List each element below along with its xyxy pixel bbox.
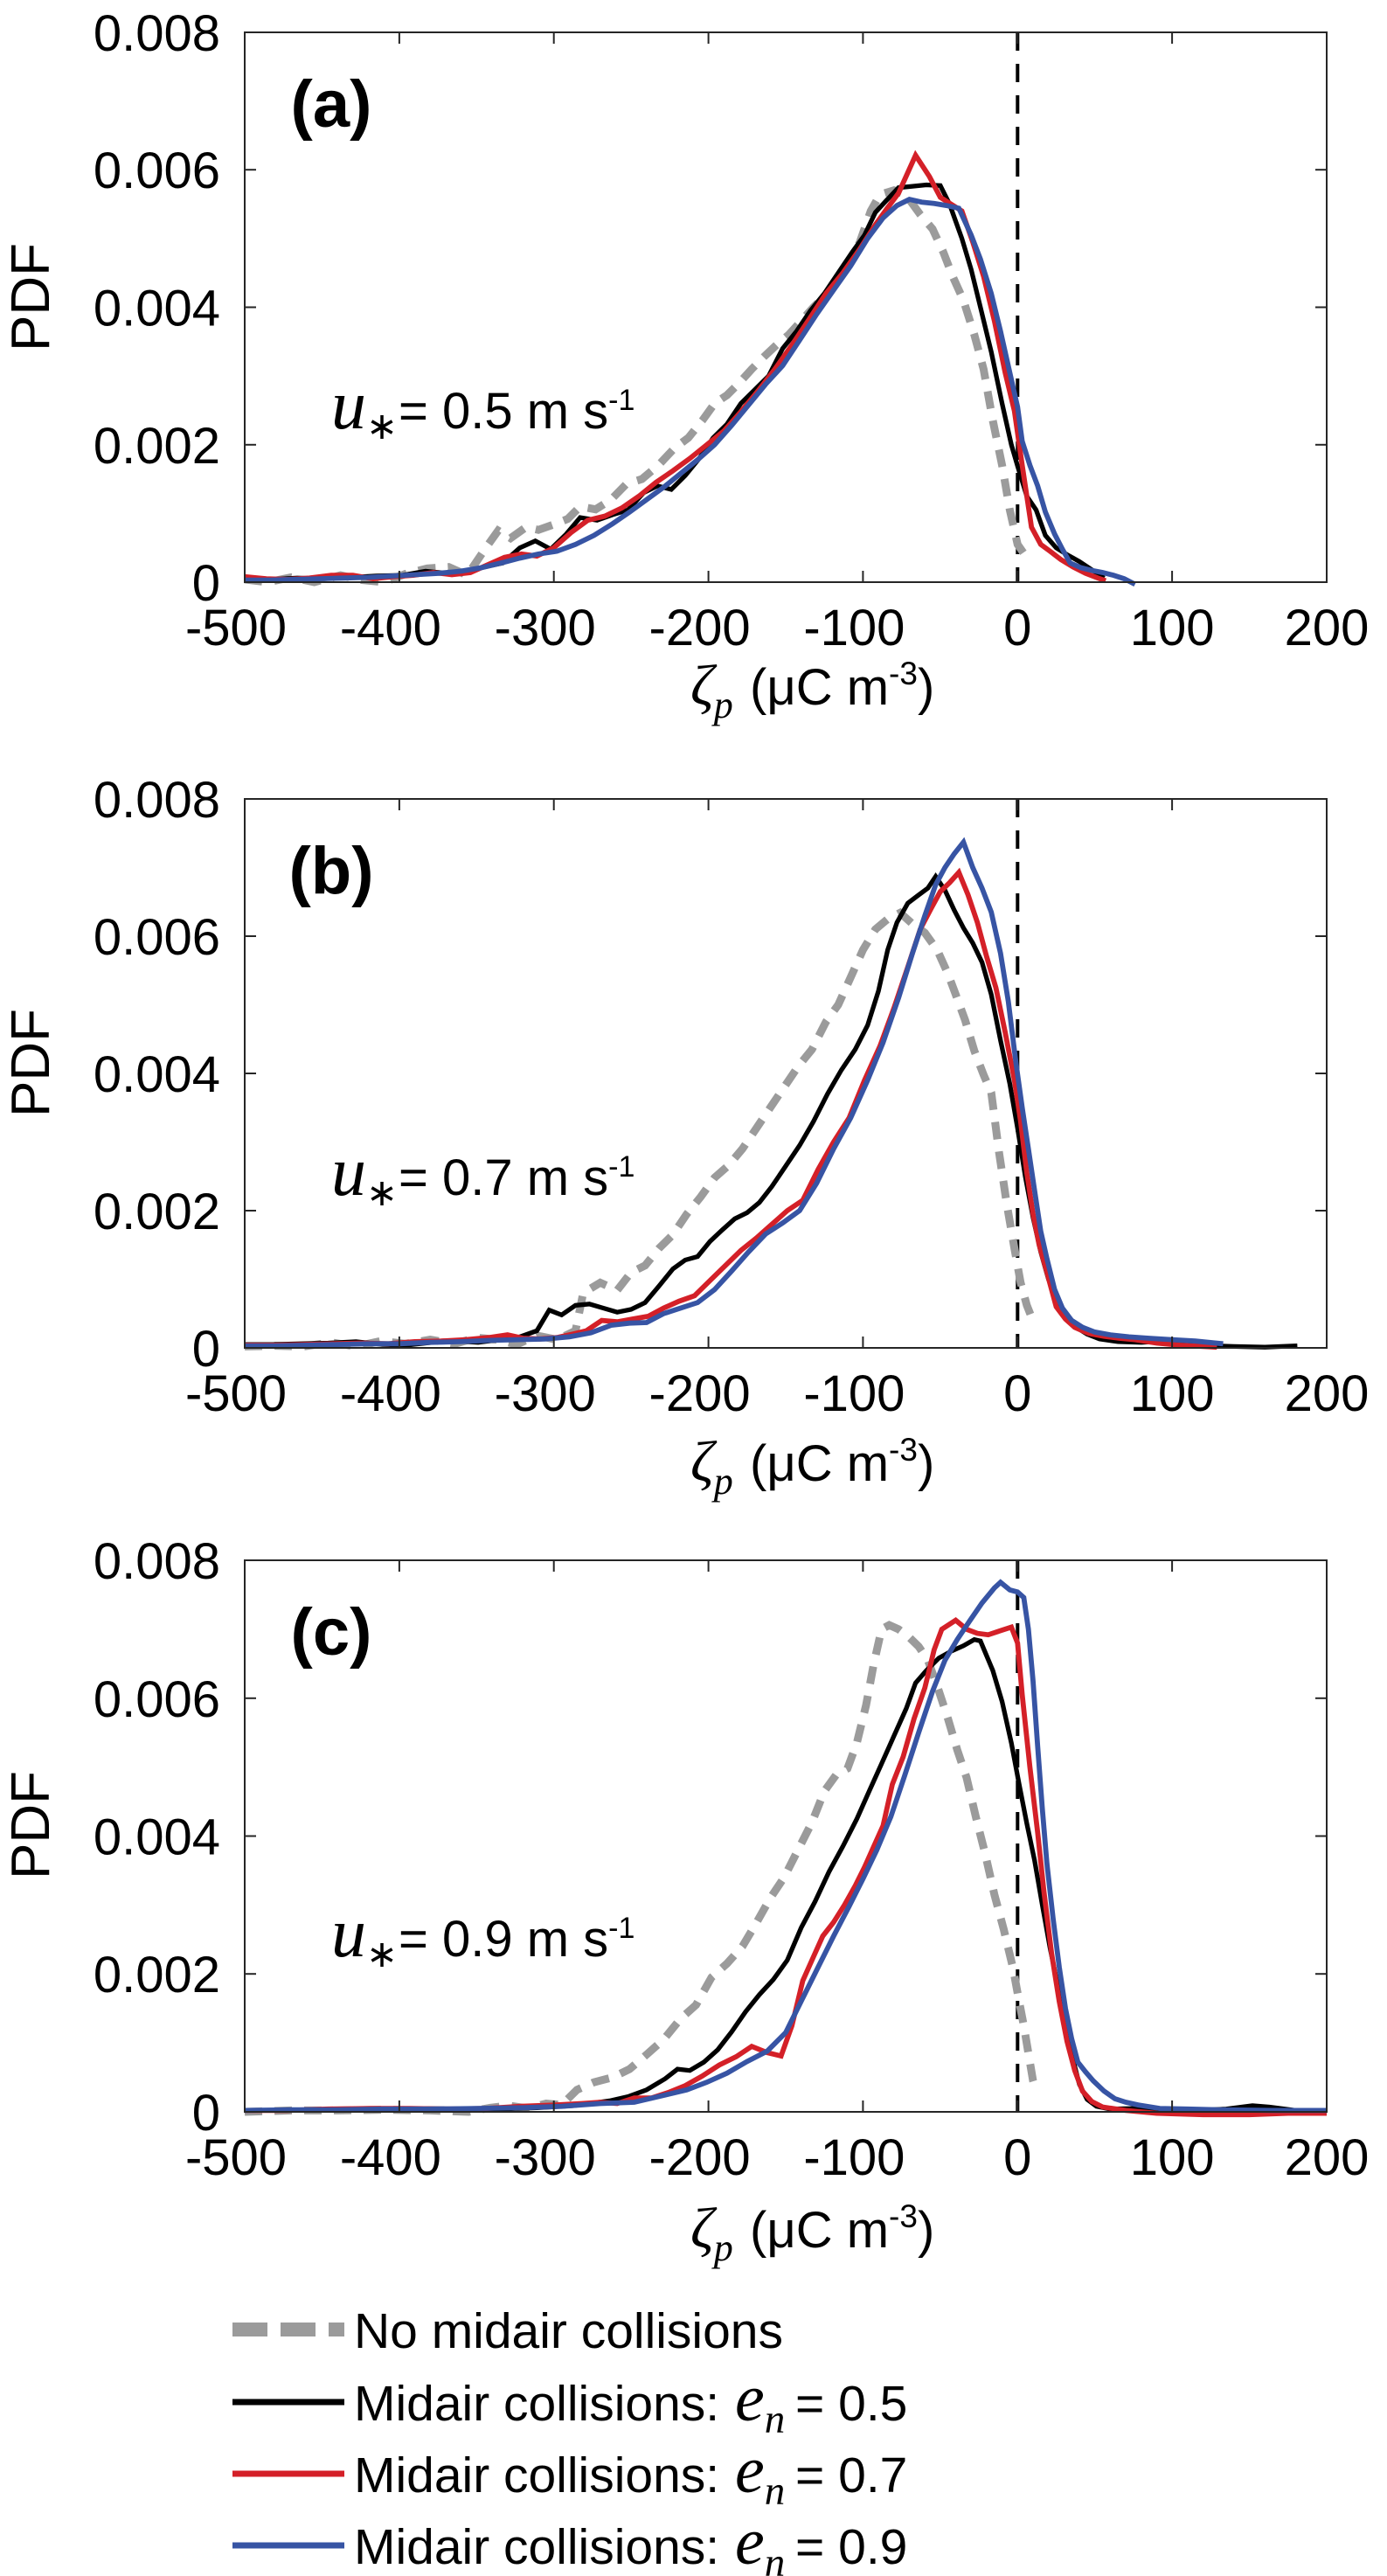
svg-text:(c): (c) — [291, 1595, 372, 1670]
svg-text:0.004: 0.004 — [94, 1809, 220, 1866]
svg-text:200: 200 — [1285, 1365, 1370, 1422]
svg-text:0.006: 0.006 — [94, 1671, 220, 1728]
svg-text:-300: -300 — [495, 600, 596, 656]
svg-text:0: 0 — [192, 555, 220, 612]
svg-text:0: 0 — [1003, 2129, 1031, 2186]
svg-text:0: 0 — [192, 2085, 220, 2142]
svg-text:(μC m-3): (μC m-3) — [750, 2198, 934, 2259]
svg-text:No midair collisions: No midair collisions — [354, 2303, 783, 2359]
svg-text:-400: -400 — [340, 1365, 441, 1422]
svg-text:= 0.7 m s-1: = 0.7 m s-1 — [399, 1149, 635, 1206]
svg-text:0.006: 0.006 — [94, 909, 220, 966]
svg-text:0: 0 — [192, 1321, 220, 1378]
svg-text:= 0.5: = 0.5 — [795, 2376, 907, 2432]
svg-text:PDF: PDF — [1, 243, 61, 351]
svg-text:0.002: 0.002 — [94, 418, 220, 475]
svg-text:100: 100 — [1130, 600, 1215, 656]
svg-text:0.008: 0.008 — [94, 5, 220, 62]
svg-text:0: 0 — [1003, 1365, 1031, 1422]
svg-text:-100: -100 — [803, 1365, 905, 1422]
svg-text:-200: -200 — [649, 600, 751, 656]
svg-text:200: 200 — [1285, 600, 1370, 656]
svg-text:-300: -300 — [495, 1365, 596, 1422]
svg-text:(a): (a) — [291, 67, 372, 142]
svg-text:100: 100 — [1130, 1365, 1215, 1422]
svg-text:0.004: 0.004 — [94, 281, 220, 337]
svg-text:0.002: 0.002 — [94, 1184, 220, 1240]
svg-text:-100: -100 — [803, 600, 905, 656]
svg-text:-200: -200 — [649, 2129, 751, 2186]
svg-text:0.006: 0.006 — [94, 142, 220, 199]
svg-text:Midair collisions:: Midair collisions: — [354, 2519, 719, 2575]
svg-text:100: 100 — [1130, 2129, 1215, 2186]
svg-text:= 0.7: = 0.7 — [795, 2448, 907, 2503]
svg-text:-400: -400 — [340, 600, 441, 656]
svg-text:0.002: 0.002 — [94, 1947, 220, 2003]
svg-text:0.008: 0.008 — [94, 1533, 220, 1590]
svg-text:u∗: u∗ — [331, 1895, 398, 1975]
svg-text:-200: -200 — [649, 1365, 751, 1422]
svg-text:Midair collisions:: Midair collisions: — [354, 2376, 719, 2432]
svg-text:0.004: 0.004 — [94, 1046, 220, 1103]
svg-text:-500: -500 — [185, 2129, 287, 2186]
svg-text:= 0.9 m s-1: = 0.9 m s-1 — [399, 1911, 635, 1968]
svg-text:-300: -300 — [495, 2129, 596, 2186]
svg-text:= 0.9: = 0.9 — [795, 2519, 907, 2575]
svg-text:= 0.5 m s-1: = 0.5 m s-1 — [399, 383, 635, 440]
svg-text:en: en — [735, 2434, 785, 2514]
svg-text:-500: -500 — [185, 1365, 287, 1422]
svg-text:0.008: 0.008 — [94, 772, 220, 829]
svg-text:0: 0 — [1003, 600, 1031, 656]
svg-text:-500: -500 — [185, 600, 287, 656]
svg-text:-400: -400 — [340, 2129, 441, 2186]
svg-text:-100: -100 — [803, 2129, 905, 2186]
svg-text:200: 200 — [1285, 2129, 1370, 2186]
svg-text:PDF: PDF — [1, 1771, 61, 1879]
svg-text:Midair collisions:: Midair collisions: — [354, 2448, 719, 2503]
svg-text:PDF: PDF — [1, 1009, 61, 1117]
svg-text:(b): (b) — [288, 834, 373, 908]
